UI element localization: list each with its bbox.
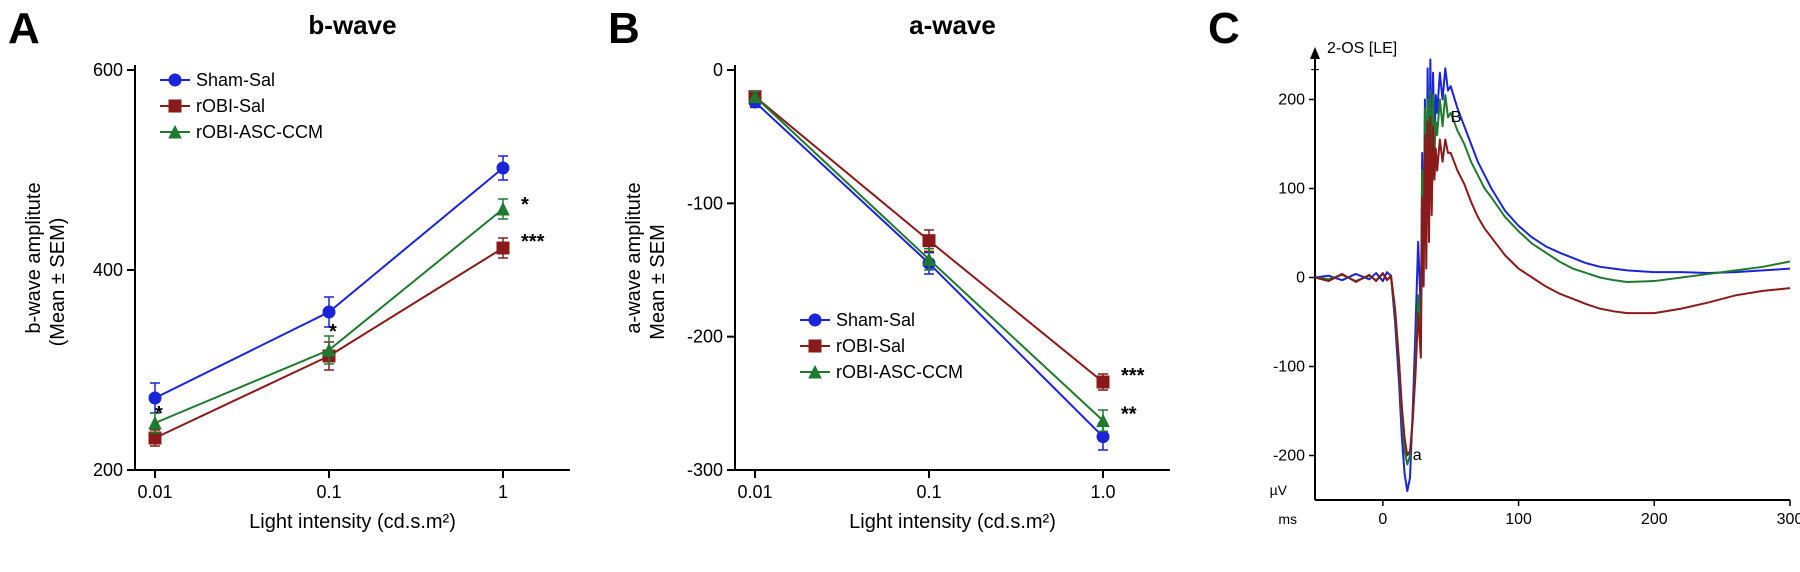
svg-text:a-wave amplitute: a-wave amplitute bbox=[623, 182, 645, 333]
svg-text:+: + bbox=[1310, 62, 1319, 79]
svg-text:***: *** bbox=[1121, 365, 1145, 387]
svg-text:Sham-Sal: Sham-Sal bbox=[196, 70, 275, 90]
svg-text:200: 200 bbox=[1641, 511, 1668, 528]
svg-text:a-wave: a-wave bbox=[909, 10, 996, 40]
svg-text:a: a bbox=[1413, 447, 1422, 464]
svg-text:rOBI-Sal: rOBI-Sal bbox=[196, 96, 265, 116]
figure: A b-wave 200 400 600 0.01 0.1 1 Light intensity… bbox=[0, 0, 1800, 572]
panel-a-label: A bbox=[8, 4, 40, 54]
svg-text:0: 0 bbox=[713, 60, 723, 80]
svg-text:b-wave: b-wave bbox=[308, 10, 396, 40]
svg-text:-200: -200 bbox=[687, 327, 723, 347]
panel-b-label: B bbox=[608, 4, 640, 54]
svg-text:300: 300 bbox=[1777, 511, 1800, 528]
svg-text:0: 0 bbox=[1378, 511, 1387, 528]
svg-text:-200: -200 bbox=[1273, 448, 1305, 465]
panel-c: C +2-OS [LE] -200 -100 0 100 200 0 100 200 300 µV m… bbox=[1200, 0, 1800, 572]
panel-b: B a-wave -300 -200 -100 0 0.01 0.1 1.0 Light int… bbox=[600, 0, 1200, 572]
svg-text:100: 100 bbox=[1278, 181, 1305, 198]
svg-text:*: * bbox=[329, 321, 337, 343]
svg-text:µV: µV bbox=[1270, 482, 1288, 498]
svg-text:200: 200 bbox=[1278, 92, 1305, 109]
svg-text:Light intensity (cd.s.m²): Light intensity (cd.s.m²) bbox=[849, 511, 1056, 533]
svg-text:-100: -100 bbox=[1273, 359, 1305, 376]
svg-text:400: 400 bbox=[93, 260, 123, 280]
svg-text:B: B bbox=[1451, 109, 1462, 126]
panel-a: A b-wave 200 400 600 0.01 0.1 1 Light intensity… bbox=[0, 0, 600, 572]
svg-text:-100: -100 bbox=[687, 193, 723, 213]
svg-text:1.0: 1.0 bbox=[1090, 482, 1115, 502]
panel-c-label: C bbox=[1208, 4, 1240, 54]
svg-text:0.01: 0.01 bbox=[137, 482, 172, 502]
svg-text:rOBI-ASC-CCM: rOBI-ASC-CCM bbox=[196, 122, 323, 142]
svg-text:ms: ms bbox=[1278, 511, 1297, 527]
svg-text:100: 100 bbox=[1505, 511, 1532, 528]
svg-text:Light intensity (cd.s.m²): Light intensity (cd.s.m²) bbox=[249, 511, 456, 533]
svg-text:**: ** bbox=[1121, 404, 1137, 426]
svg-text:rOBI-Sal: rOBI-Sal bbox=[836, 336, 905, 356]
svg-text:2-OS [LE]: 2-OS [LE] bbox=[1327, 40, 1397, 57]
svg-text:-300: -300 bbox=[687, 460, 723, 480]
svg-text:0.1: 0.1 bbox=[316, 482, 341, 502]
svg-text:0: 0 bbox=[1296, 270, 1305, 287]
svg-text:(Mean ± SEM): (Mean ± SEM) bbox=[47, 218, 69, 347]
svg-text:***: *** bbox=[521, 231, 545, 253]
svg-text:600: 600 bbox=[93, 60, 123, 80]
svg-text:0.1: 0.1 bbox=[916, 482, 941, 502]
svg-text:b-wave amplitute: b-wave amplitute bbox=[23, 182, 45, 333]
svg-text:*: * bbox=[521, 194, 529, 216]
chart-a: b-wave 200 400 600 0.01 0.1 1 Light intensity (… bbox=[0, 0, 600, 572]
svg-text:1: 1 bbox=[498, 482, 508, 502]
svg-text:200: 200 bbox=[93, 460, 123, 480]
chart-b: a-wave -300 -200 -100 0 0.01 0.1 1.0 Light inten… bbox=[600, 0, 1200, 572]
svg-text:0.01: 0.01 bbox=[737, 482, 772, 502]
svg-text:rOBI-ASC-CCM: rOBI-ASC-CCM bbox=[836, 362, 963, 382]
svg-text:Mean ± SEM: Mean ± SEM bbox=[647, 224, 669, 339]
svg-text:*: * bbox=[155, 403, 163, 425]
svg-text:Sham-Sal: Sham-Sal bbox=[836, 310, 915, 330]
trace-c: +2-OS [LE] -200 -100 0 100 200 0 100 200 300 µV ms a… bbox=[1200, 0, 1800, 572]
